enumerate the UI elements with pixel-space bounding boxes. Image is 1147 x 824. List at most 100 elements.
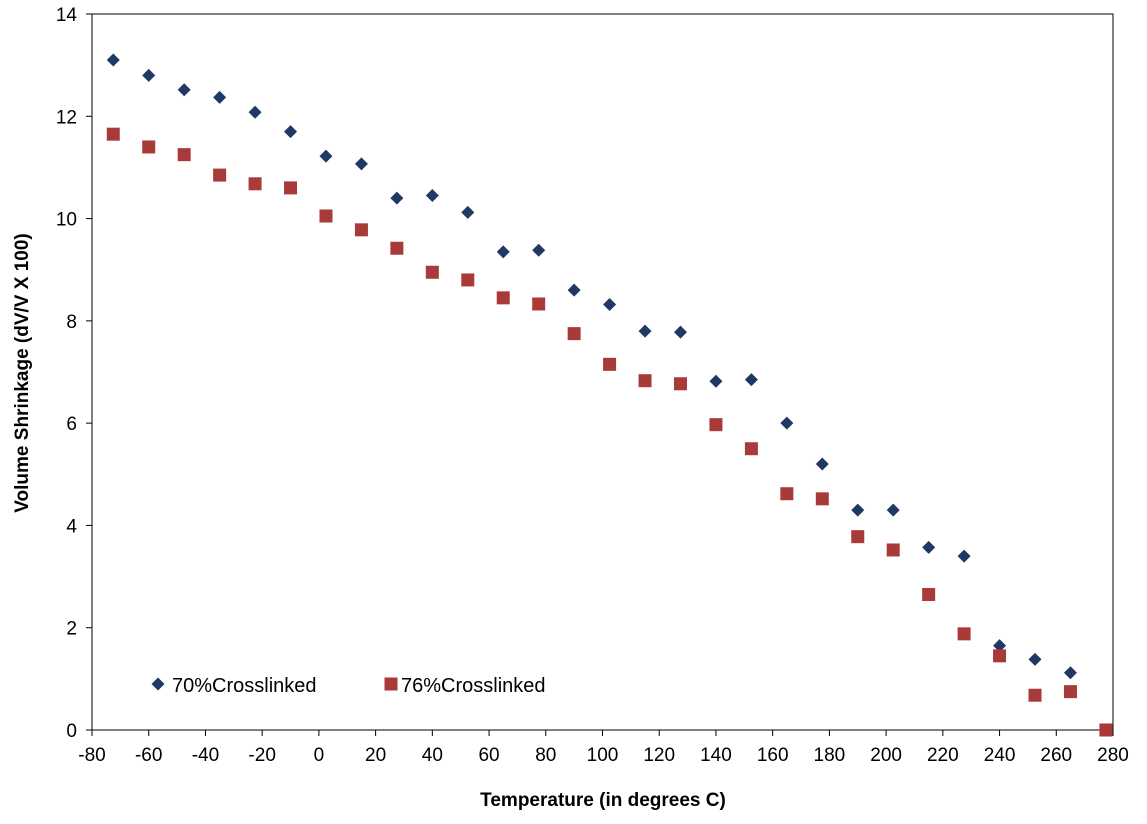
data-point: [319, 209, 333, 223]
data-point: [106, 127, 120, 141]
y-tick-label: 8: [66, 312, 77, 333]
data-point: [744, 442, 758, 456]
data-point: [532, 297, 546, 311]
data-point: [354, 223, 368, 237]
data-point: [425, 189, 439, 203]
data-point: [213, 90, 227, 104]
data-point: [673, 325, 687, 339]
data-point: [567, 327, 581, 341]
y-tick-label: 6: [66, 414, 77, 435]
data-point: [780, 487, 794, 501]
legend: 70%Crosslinked 76%Crosslinked: [151, 675, 546, 697]
data-point: [142, 140, 156, 154]
data-point: [709, 418, 723, 432]
data-point: [461, 273, 475, 287]
x-tick-label: 80: [535, 745, 556, 766]
x-tick-label: 180: [814, 745, 846, 766]
x-tick-label: 0: [314, 745, 325, 766]
data-point: [851, 503, 865, 517]
data-point: [390, 241, 404, 255]
data-point: [177, 83, 191, 97]
legend-item-70-crosslinked: 70%Crosslinked: [151, 675, 317, 697]
data-point: [993, 649, 1007, 663]
data-point: [390, 191, 404, 205]
data-point: [922, 540, 936, 554]
data-point: [1063, 685, 1077, 699]
legend-item-76-crosslinked: 76%Crosslinked: [384, 675, 546, 697]
series-layer: [106, 53, 1113, 737]
data-point: [815, 492, 829, 506]
data-point: [284, 181, 298, 195]
data-point: [567, 283, 581, 297]
x-axis: -80 -60 -40 -20 0 20 40 60 80 100 120 140 160 180 200 2…: [78, 730, 1129, 766]
data-point: [496, 291, 510, 305]
data-point: [709, 374, 723, 388]
data-point: [106, 53, 120, 67]
x-tick-label: 140: [700, 745, 732, 766]
data-point: [142, 68, 156, 82]
data-point: [673, 377, 687, 391]
data-point: [177, 148, 191, 162]
data-point: [957, 549, 971, 563]
y-tick-label: 12: [56, 107, 77, 128]
plot-frame: [91, 13, 1114, 731]
y-tick-label: 14: [56, 5, 78, 26]
y-axis: 0 2 4 6 8 10 12 14: [56, 5, 92, 742]
x-tick-label: 240: [984, 745, 1016, 766]
legend-marker-diamond: [151, 677, 165, 691]
data-point: [1099, 723, 1113, 737]
data-point: [1028, 652, 1042, 666]
y-axis-title: Volume Shrinkage (dV/V X 100): [12, 233, 33, 512]
data-point: [815, 457, 829, 471]
x-tick-label: 260: [1040, 745, 1072, 766]
data-point: [638, 324, 652, 338]
legend-marker-square: [384, 677, 398, 691]
y-tick-label: 2: [66, 619, 77, 640]
data-point: [957, 627, 971, 641]
data-point: [1063, 666, 1077, 680]
x-tick-label: 220: [927, 745, 959, 766]
data-point: [319, 149, 333, 163]
data-point: [248, 177, 262, 191]
y-tick-label: 0: [66, 721, 77, 742]
data-point: [1028, 688, 1042, 702]
data-point: [496, 245, 510, 259]
x-axis-title: Temperature (in degrees C): [480, 790, 726, 811]
data-point: [603, 297, 617, 311]
data-point: [744, 373, 758, 387]
y-tick-label: 4: [66, 516, 77, 537]
x-tick-label: 100: [587, 745, 619, 766]
data-point: [603, 357, 617, 371]
data-point: [780, 416, 794, 430]
data-point: [213, 168, 227, 182]
data-point: [851, 530, 865, 544]
legend-label-76-crosslinked: 76%Crosslinked: [401, 675, 546, 697]
x-tick-label: -60: [135, 745, 162, 766]
data-point: [354, 157, 368, 171]
x-tick-label: 160: [757, 745, 789, 766]
x-tick-label: -20: [248, 745, 275, 766]
data-point: [886, 543, 900, 557]
data-point: [532, 243, 546, 257]
data-point: [638, 374, 652, 388]
x-tick-label: 60: [478, 745, 499, 766]
data-point: [922, 587, 936, 601]
x-tick-label: -40: [192, 745, 219, 766]
x-tick-label: 200: [870, 745, 902, 766]
data-point: [425, 265, 439, 279]
x-tick-label: 20: [365, 745, 386, 766]
plot-area: [91, 13, 1114, 731]
y-tick-label: 10: [56, 210, 77, 231]
legend-label-70-crosslinked: 70%Crosslinked: [172, 675, 317, 697]
data-point: [248, 105, 262, 119]
data-point: [886, 503, 900, 517]
data-point: [284, 125, 298, 139]
x-tick-label: 280: [1097, 745, 1129, 766]
data-point: [461, 205, 475, 219]
x-tick-label: 40: [422, 745, 443, 766]
series-square: [106, 127, 1113, 737]
x-tick-label: 120: [643, 745, 675, 766]
series-diamond: [106, 53, 1077, 680]
x-tick-label: -80: [78, 745, 105, 766]
